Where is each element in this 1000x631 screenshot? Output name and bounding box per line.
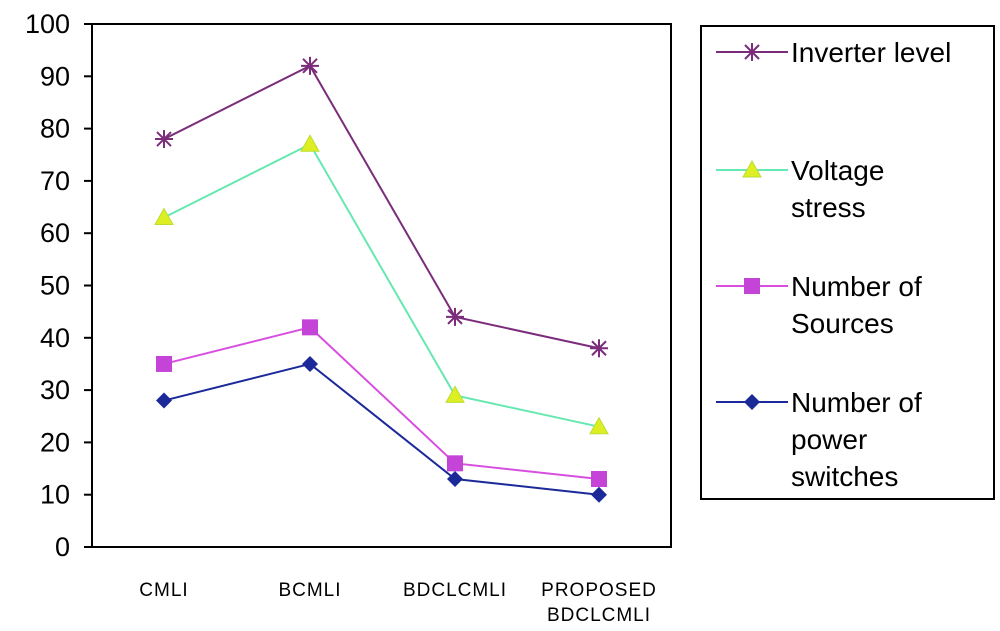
y-tick-label: 90 [40, 61, 70, 91]
series-line [163, 362, 600, 496]
legend-label: stress [791, 192, 866, 223]
x-tick-label: PROPOSED [541, 580, 657, 601]
legend-label: Inverter level [791, 37, 951, 68]
data-point [591, 486, 607, 503]
y-axis: 0 10 20 30 40 50 60 70 80 90 100 [25, 9, 92, 562]
data-point [590, 339, 608, 358]
x-tick-label: BDCLCMLI [547, 605, 651, 626]
y-tick-label: 10 [40, 480, 70, 510]
legend-swatch-marker [743, 43, 761, 61]
data-point [156, 355, 172, 372]
legend-label: Number of [791, 271, 922, 302]
series-line [163, 326, 600, 481]
data-point [302, 319, 318, 336]
y-tick-label: 60 [40, 218, 70, 248]
data-point [447, 471, 463, 488]
legend-swatch-marker [744, 278, 760, 294]
plot-frame [91, 23, 672, 548]
data-point [300, 134, 320, 152]
data-point [301, 56, 319, 75]
legend: Inverter level Voltage stress Number of Sour… [700, 25, 995, 500]
data-point [156, 392, 172, 409]
legend-label: Voltage [791, 155, 884, 186]
legend-swatch-marker [744, 394, 760, 410]
y-tick-label: 70 [40, 166, 70, 196]
data-point [302, 355, 318, 372]
data-point [155, 130, 173, 149]
data-point [589, 416, 609, 435]
series-line [163, 142, 600, 428]
y-tick-label: 30 [40, 375, 70, 405]
legend-label: power [791, 424, 867, 455]
plot-area [91, 23, 672, 548]
legend-label: Number of [791, 387, 922, 418]
data-point [445, 385, 465, 403]
data-point [446, 307, 464, 326]
x-tick-label: CMLI [139, 580, 188, 601]
legend-box [700, 25, 995, 500]
data-point [591, 471, 607, 488]
y-tick-label: 40 [40, 323, 70, 353]
series-line [163, 64, 600, 350]
legend-label: switches [791, 461, 898, 492]
y-tick-label: 50 [40, 271, 70, 301]
data-point [154, 207, 174, 226]
legend-swatch-marker [742, 159, 762, 178]
y-tick-label: 100 [25, 9, 70, 39]
x-tick-label: BCMLI [278, 580, 341, 601]
y-tick-label: 20 [40, 427, 70, 457]
legend-label: Sources [791, 308, 894, 339]
y-tick-label: 0 [55, 532, 70, 562]
x-tick-label: BDCLCMLI [403, 580, 507, 601]
data-point [447, 455, 463, 472]
y-tick-label: 80 [40, 114, 70, 144]
series-group [154, 56, 609, 503]
x-axis: CMLI BCMLI BDCLCMLI PROPOSED BDCLCMLI [139, 580, 657, 626]
